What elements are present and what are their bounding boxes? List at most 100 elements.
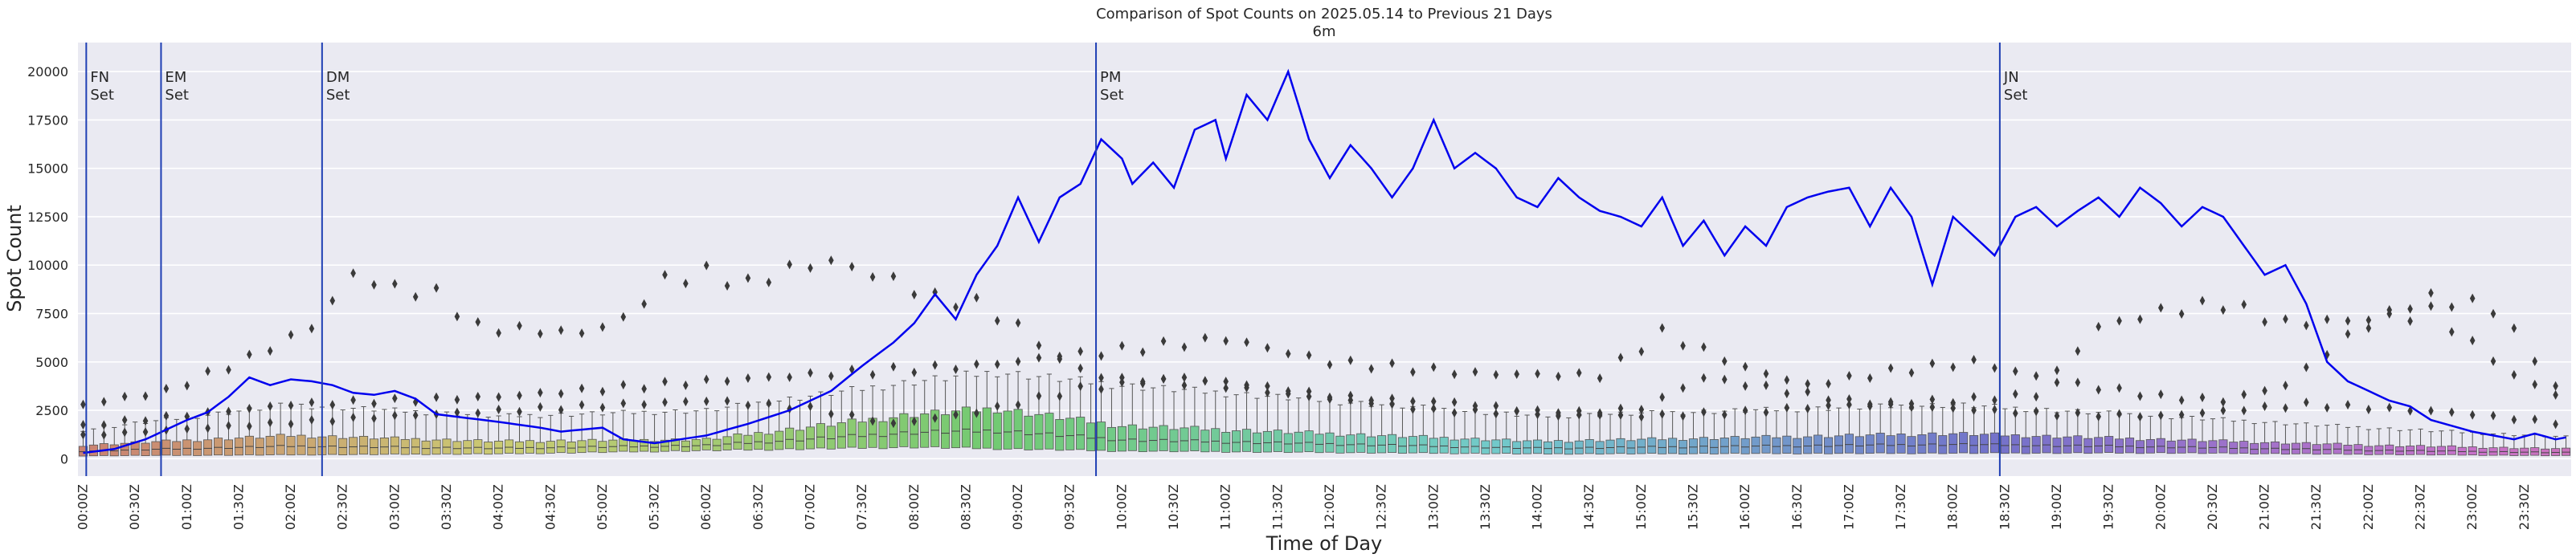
outlier-point (662, 270, 668, 280)
outlier-point (267, 346, 273, 356)
outlier-point (641, 400, 647, 410)
box (733, 433, 742, 450)
outlier-point (101, 420, 107, 430)
outlier-point (1638, 405, 1645, 415)
outlier-point (1057, 391, 1063, 401)
outlier-point (226, 365, 231, 375)
outlier-point (766, 277, 772, 287)
box (421, 440, 431, 455)
box (878, 421, 888, 450)
event-label: Set (326, 87, 350, 104)
outlier-point (517, 390, 522, 401)
box (1034, 413, 1044, 450)
x-tick-label: 00:00Z (75, 484, 90, 530)
box (525, 440, 534, 454)
outlier-point (517, 406, 522, 417)
outlier-point (1410, 396, 1416, 406)
outlier-point (1805, 379, 1811, 389)
x-tick-label: 16:30Z (1789, 484, 1805, 530)
chart-subtitle: 6m (1313, 23, 1336, 40)
box (1325, 432, 1335, 453)
box (2291, 442, 2300, 454)
outlier-point (1389, 393, 1395, 404)
event-label: Set (90, 87, 114, 104)
box (1896, 434, 1906, 454)
box (1834, 435, 1844, 454)
box (141, 442, 150, 456)
outlier-point (1327, 360, 1333, 370)
box (2333, 442, 2342, 454)
x-tick-label: 08:00Z (906, 484, 922, 530)
box (2010, 434, 2020, 454)
outlier-point (911, 290, 918, 300)
outlier-point (1867, 401, 1873, 411)
box (1740, 438, 1750, 454)
outlier-point (2096, 385, 2102, 395)
outlier-point (433, 283, 440, 293)
outlier-point (2054, 411, 2060, 422)
x-tick-label: 08:30Z (958, 484, 973, 530)
outlier-point (2365, 405, 2372, 415)
outlier-point (1597, 408, 1603, 418)
outlier-point (1805, 403, 1811, 413)
outlier-point (1846, 370, 1852, 381)
outlier-point (329, 416, 336, 426)
outlier-point (911, 416, 918, 426)
outlier-point (309, 414, 315, 425)
box (1252, 432, 1262, 453)
box (1574, 440, 1584, 454)
outlier-point (1015, 318, 1021, 328)
outlier-point (1451, 408, 1458, 418)
outlier-point (371, 398, 377, 409)
box (2198, 441, 2207, 454)
outlier-point (599, 386, 606, 397)
x-tick-label: 13:00Z (1425, 484, 1441, 530)
box (1076, 417, 1086, 450)
outlier-point (2033, 371, 2039, 381)
outlier-point (496, 404, 501, 414)
outlier-point (2137, 412, 2143, 422)
x-tick-label: 12:30Z (1374, 484, 1389, 530)
outlier-point (475, 392, 481, 402)
box (587, 438, 597, 453)
outlier-point (2220, 397, 2226, 407)
outlier-point (1493, 369, 1499, 380)
x-tick-label: 23:00Z (2464, 484, 2480, 530)
outlier-point (2428, 405, 2434, 416)
outlier-point (496, 392, 501, 402)
box (223, 439, 234, 456)
x-tick-label: 20:00Z (2153, 484, 2168, 530)
box (2052, 438, 2062, 454)
outlier-point (475, 408, 481, 418)
box (2239, 441, 2249, 454)
outlier-point (1992, 363, 1997, 373)
outlier-point (1347, 355, 1354, 365)
box (2260, 442, 2270, 454)
outlier-point (2511, 323, 2517, 333)
outlier-point (412, 291, 419, 302)
outlier-point (703, 260, 709, 271)
box (1688, 438, 1699, 454)
outlier-point (2345, 328, 2351, 339)
outlier-point (1077, 363, 1083, 373)
outlier-point (1347, 390, 1354, 401)
outlier-point (1368, 364, 1374, 374)
outlier-point (953, 364, 959, 374)
box (920, 413, 930, 448)
outlier-point (392, 410, 398, 421)
outlier-point (2345, 400, 2351, 410)
outlier-point (890, 361, 897, 372)
outlier-point (2469, 409, 2476, 420)
outlier-point (558, 325, 564, 336)
outlier-point (1887, 399, 1894, 409)
box (598, 441, 607, 454)
outlier-point (2241, 389, 2247, 400)
outlier-point (869, 416, 876, 426)
event-label: Set (2004, 87, 2028, 104)
box (1439, 437, 1449, 454)
box (1647, 437, 1657, 454)
box (2229, 442, 2239, 454)
box (1055, 419, 1065, 451)
box (452, 441, 462, 455)
